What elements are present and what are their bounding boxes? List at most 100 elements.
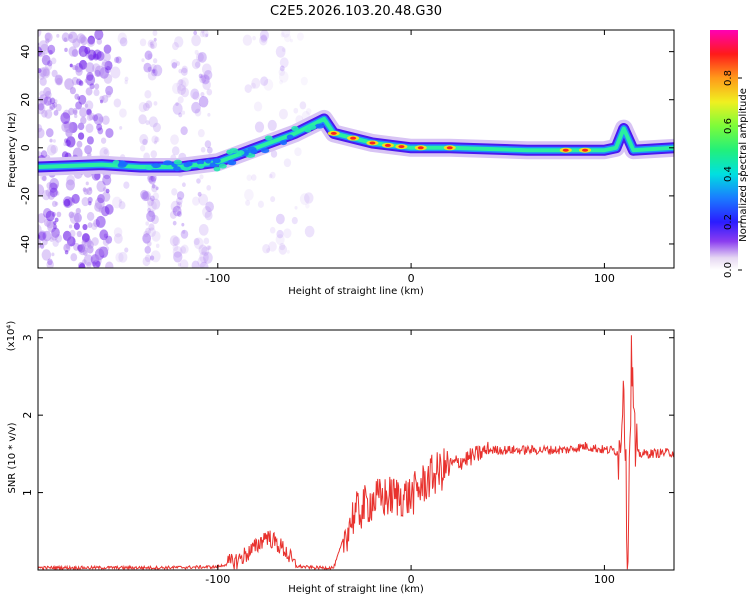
spectrogram-noise-speck — [105, 85, 114, 96]
spectrogram-noise-speck — [76, 78, 82, 86]
spectrogram-noise-speck — [118, 199, 123, 204]
spectrogram-noise-speck — [206, 146, 213, 154]
spectrogram-noise-speck — [97, 246, 106, 256]
spectrogram-noise-speck — [101, 61, 108, 69]
colorbar-tick-label: 0.0 — [723, 262, 734, 278]
spectrogram-noise-speck — [155, 243, 160, 248]
spectrogram-noise-speck — [202, 30, 209, 38]
spectrogram-noise-speck — [113, 233, 123, 244]
spectrogram-ridge-blob — [205, 158, 212, 164]
spectrogram-noise-speck — [101, 115, 110, 125]
spectrogram-ridge-hotspot — [398, 145, 405, 149]
spectrogram-noise-speck — [45, 128, 54, 138]
spectrogram-noise-speck — [206, 245, 211, 251]
spectrogram-noise-speck — [63, 198, 71, 207]
spectrogram-noise-speck — [42, 68, 50, 77]
spectrogram-ridge-blob — [218, 163, 227, 169]
spectrogram-noise-speck — [191, 58, 201, 70]
spectrogram-y-ticks: -40 -20 0 20 40 — [19, 45, 674, 253]
spectrogram-noise-speck — [93, 53, 99, 61]
spectrogram-noise-speck — [73, 222, 80, 230]
spectrogram-noise-speck — [68, 46, 78, 57]
spectrogram-noise-speck — [286, 249, 290, 254]
spectrogram-noise-speck — [278, 68, 286, 76]
spectrogram-noise-speck — [105, 128, 114, 138]
spectrogram-noise-speck — [86, 72, 94, 81]
spectrogram-noise-speck — [54, 217, 59, 223]
spectrogram-ridge-blob — [145, 165, 153, 171]
spectrogram-noise-speck — [49, 187, 58, 198]
spectrogram-noise-speck — [63, 141, 67, 147]
spectrogram-noise-speck — [139, 38, 147, 47]
spectrogram-noise-speck — [263, 78, 274, 91]
spectrogram-panel: -100 0 100 -40 -20 0 20 40 Height of straight … — [7, 29, 675, 297]
spectrogram-noise-speck — [77, 132, 85, 140]
spectrogram-noise-speck — [51, 69, 58, 78]
spectrogram-noise-speck — [178, 79, 184, 86]
snr-y-tick-label: 2 — [21, 412, 34, 419]
spectrogram-ridge-hotspot — [384, 143, 391, 147]
spectrogram-noise-speck — [259, 30, 269, 41]
spectrogram-noise-speck — [296, 32, 304, 41]
spectrogram-noise-speck — [181, 182, 186, 188]
spectrogram-noise-speck — [138, 114, 147, 125]
spectrogram-noise-speck — [86, 245, 94, 254]
spectrogram-y-tick-label: -20 — [19, 187, 32, 205]
spectrogram-noise-speck — [38, 103, 45, 111]
spectrogram-noise-speck — [119, 108, 127, 118]
snr-y-tick-label: 1 — [21, 489, 34, 496]
spectrogram-noise-speck — [42, 230, 52, 242]
spectrogram-noise-speck — [102, 238, 110, 247]
spectrogram-noise-speck — [84, 144, 92, 155]
spectrogram-y-tick-label: 40 — [19, 45, 32, 59]
spectrogram-noise-speck — [180, 77, 189, 88]
spectrogram-noise-speck — [40, 150, 48, 159]
colorbar-ticks: 0.0 0.2 0.4 0.6 0.8 — [723, 70, 742, 278]
spectrogram-noise-speck — [151, 184, 156, 189]
spectrogram-noise-speck — [84, 103, 89, 108]
spectrogram-noise-speck — [148, 223, 155, 231]
spectrogram-noise-speck — [71, 76, 79, 86]
spectrogram-noise-speck — [206, 88, 213, 96]
spectrogram-noise-speck — [151, 214, 159, 225]
snr-y-scale-label: (x10⁴) — [6, 321, 17, 352]
spectrogram-noise-speck — [147, 174, 154, 183]
spectrogram-noise-speck — [145, 227, 151, 235]
spectrogram-noise-speck — [205, 201, 214, 212]
spectrogram-noise-speck — [94, 65, 105, 77]
spectrogram-noise-speck — [144, 254, 152, 263]
spectrogram-noise-speck — [206, 185, 212, 191]
spectrogram-noise-speck — [41, 249, 52, 261]
spectrogram-noise-speck — [140, 189, 149, 200]
spectrogram-noise-speck — [46, 219, 54, 229]
spectrogram-noise-speck — [141, 191, 150, 202]
spectrogram-noise-speck — [79, 107, 88, 118]
spectrogram-noise-speck — [276, 229, 284, 239]
spectrogram-noise-speck — [124, 76, 129, 82]
spectrogram-ridge-blob — [112, 159, 120, 165]
spectrogram-noise-speck — [145, 100, 153, 109]
spectrogram-noise-speck — [147, 39, 155, 48]
spectrogram-noise-speck — [78, 94, 87, 105]
spectrogram-ridge-hotspot — [350, 136, 357, 140]
snr-series — [38, 335, 674, 570]
spectrogram-noise-speck — [112, 196, 122, 209]
spectrogram-noise-speck — [124, 80, 128, 85]
spectrogram-noise-speck — [147, 53, 153, 60]
spectrogram-noise-speck — [194, 49, 199, 55]
spectrogram-noise-speck — [148, 116, 158, 128]
spectrogram-noise-speck — [63, 37, 68, 42]
spectrogram-noise-speck — [123, 181, 130, 189]
spectrogram-noise-speck — [105, 90, 112, 98]
spectrogram-noise-speck — [52, 139, 56, 143]
snr-panel: -100 0 100 1 2 3 Height of straight line (km… — [6, 321, 675, 595]
spectrogram-ridge-blob — [162, 160, 173, 166]
spectrogram-noise-speck — [63, 243, 71, 253]
spectrogram-y-tick-label: 0 — [19, 144, 32, 151]
spectrogram-noise-speck — [253, 101, 263, 112]
spectrogram-noise-speck — [68, 31, 78, 44]
spectrogram-noise-speck — [148, 209, 155, 218]
spectrogram-noise-speck — [93, 88, 100, 97]
spectrogram-noise-speck — [289, 38, 293, 43]
spectrogram-noise-speck — [118, 251, 128, 263]
